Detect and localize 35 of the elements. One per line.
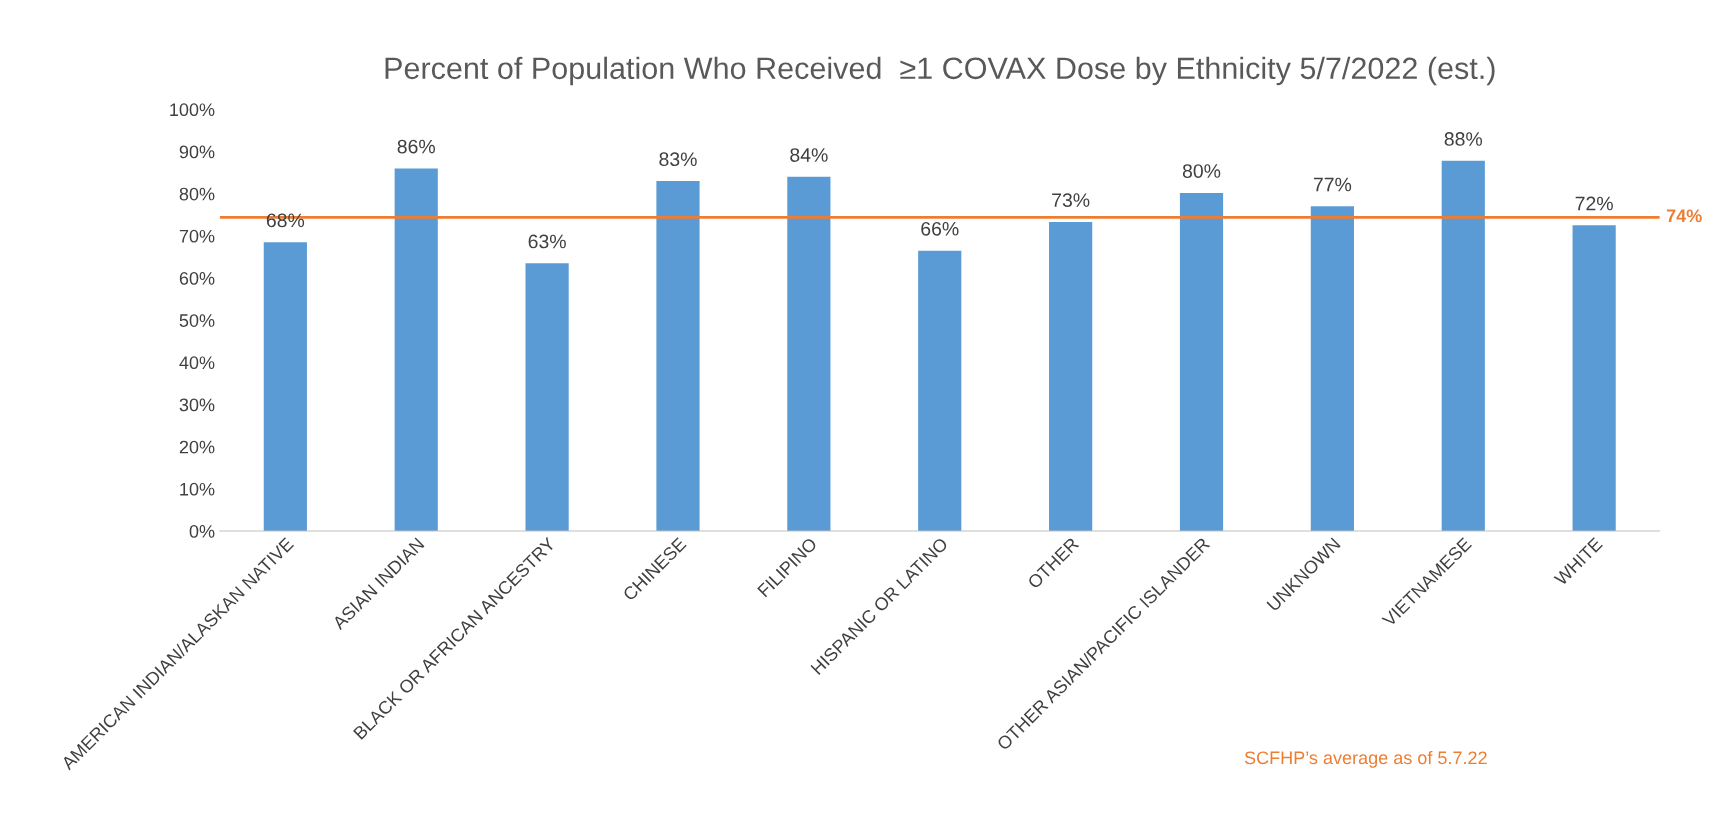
bar — [1049, 221, 1093, 532]
bar — [1179, 192, 1224, 532]
y-tick-label: 80% — [179, 187, 215, 201]
y-tick-label: 40% — [179, 356, 215, 370]
bar — [394, 168, 438, 532]
y-tick-label: 60% — [179, 271, 215, 285]
data-label: 80% — [1182, 164, 1221, 178]
ref-line-label: 74% — [1666, 209, 1702, 223]
data-label: 77% — [1313, 177, 1352, 192]
y-tick-label: 30% — [179, 398, 215, 412]
bar — [918, 250, 962, 532]
data-label: 66% — [921, 221, 959, 236]
bar — [787, 176, 831, 532]
y-tick-label: 0% — [189, 524, 215, 538]
data-label: 84% — [790, 148, 828, 162]
bar — [1441, 160, 1485, 532]
bar — [1572, 225, 1616, 532]
data-label: 72% — [1575, 196, 1613, 211]
data-label: 73% — [1052, 193, 1090, 208]
bar — [263, 242, 307, 532]
data-label: 86% — [397, 139, 435, 154]
bar — [656, 181, 700, 532]
bar — [525, 263, 569, 532]
data-label: 88% — [1444, 132, 1483, 146]
bar — [1310, 206, 1354, 532]
y-tick-label: 10% — [180, 482, 215, 496]
chart-title: Percent of Population Who Received ≥1 COVAX Dose by Ethnicity 5/7/2022 (est.) — [385, 56, 1495, 86]
data-label: 83% — [659, 152, 697, 167]
y-tick-label: 70% — [179, 229, 215, 243]
text: SCFHP’s average as of 5.7.22 — [1244, 750, 1487, 768]
y-tick-label: 90% — [179, 145, 215, 159]
data-label: 63% — [528, 234, 566, 249]
y-tick-label: 100% — [170, 103, 215, 117]
y-tick-label: 20% — [179, 440, 215, 454]
y-tick-label: 50% — [179, 314, 215, 327]
